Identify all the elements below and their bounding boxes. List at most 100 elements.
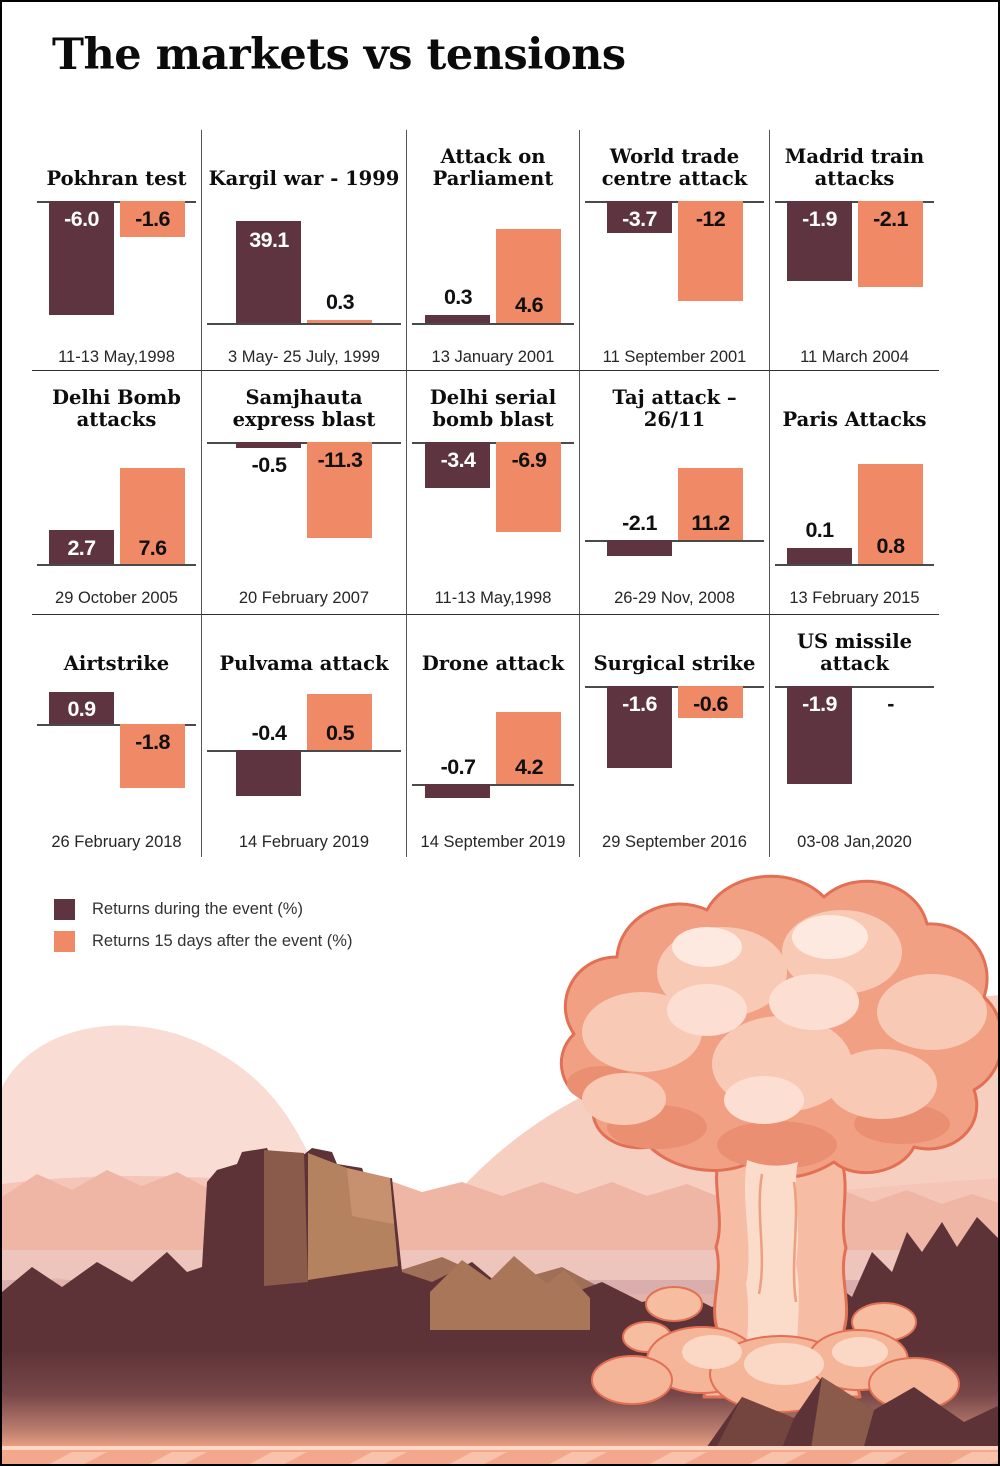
bar-after [307, 442, 372, 538]
bar-during [48, 530, 114, 564]
chart-cell-samjhauta: Samjhauta express blast -0.5 -11.3 20 Fe… [202, 370, 407, 614]
chart-cell-madrid-train: Madrid train attacks -1.9 -2.1 11 March … [770, 130, 939, 370]
event-date: 11-13 May,1998 [434, 589, 552, 607]
bar-after [677, 468, 743, 540]
zero-baseline [585, 201, 764, 203]
value-during: 39.1 [249, 228, 289, 252]
event-date: 14 September 2019 [420, 833, 566, 851]
zero-baseline [412, 784, 574, 786]
zero-baseline [585, 540, 764, 542]
zero-baseline [412, 323, 574, 325]
chart-cell-paris-attacks: Paris Attacks 0.1 0.8 13 February 2015 [770, 370, 939, 614]
chart-cell-attack-on-parliament: Attack on Parliament 0.3 4.6 13 January … [407, 130, 580, 370]
mesa-face-highlight [347, 1168, 394, 1224]
legend-row-during: Returns during the event (%) [54, 899, 352, 920]
zero-baseline [207, 442, 401, 444]
value-after: -0.6 [693, 692, 728, 716]
zero-baseline [207, 323, 401, 325]
value-during: 0.3 [443, 285, 473, 309]
cloud-shading [567, 910, 987, 1384]
event-date: 14 February 2019 [238, 833, 370, 851]
bar-after [496, 442, 561, 532]
bar-during [236, 750, 301, 796]
value-after: 4.2 [514, 755, 544, 779]
value-after: -6.9 [511, 448, 547, 472]
value-during: -6.0 [64, 207, 99, 231]
legend: Returns during the event (%) Returns 15 … [54, 899, 352, 963]
value-during: -1.9 [802, 207, 837, 231]
event-date: 26-29 Nov, 2008 [614, 589, 735, 607]
chart-cell-delhi-bomb: Delhi Bomb attacks 2.7 7.6 29 October 20… [32, 370, 202, 614]
bar-after [307, 694, 372, 750]
bar-during [425, 784, 490, 798]
chart-title: Attack on Parliament [432, 145, 554, 191]
chart-cell-us-missile: US missile attack -1.9 - 03-08 Jan,2020 [770, 614, 939, 857]
value-during: -1.9 [802, 692, 837, 716]
chart-title: Samjhauta express blast [232, 386, 376, 432]
mini-bar-chart: -0.5 -11.3 [202, 436, 406, 582]
mini-bar-chart: -0.4 0.5 [202, 680, 406, 826]
value-during: 0.9 [67, 697, 96, 721]
value-during: -3.4 [440, 448, 476, 472]
bar-after [307, 320, 372, 323]
mini-bar-chart: -1.9 -2.1 [770, 195, 939, 341]
legend-swatch-after-icon [54, 931, 75, 952]
chart-title: Taj attack – 26/11 [612, 386, 737, 432]
value-during: -1.6 [622, 692, 657, 716]
legend-label-during: Returns during the event (%) [92, 899, 303, 918]
bottom-band-stripes [49, 1452, 998, 1464]
bar-during [425, 315, 490, 323]
value-after: - [887, 692, 894, 716]
chart-title: Delhi Bomb attacks [52, 386, 181, 432]
bottom-band-line [2, 1446, 998, 1450]
mini-bar-chart: 0.3 4.6 [407, 195, 579, 341]
value-during: -0.4 [251, 721, 287, 745]
bar-during [606, 201, 672, 233]
chart-cell-pokhran-test: Pokhran test -6.0 -1.6 11-13 May,1998 [32, 130, 202, 370]
bar-after [119, 201, 185, 237]
event-date: 3 May- 25 July, 1999 [228, 348, 380, 366]
chart-title: World trade centre attack [601, 145, 748, 191]
value-after: -1.8 [135, 730, 170, 754]
mini-bar-chart: -6.0 -1.6 [32, 195, 201, 341]
event-date: 03-08 Jan,2020 [797, 833, 912, 851]
chart-title: Pulvama attack [219, 652, 389, 676]
chart-cell-airstrike: Airtstrike 0.9 -1.8 26 February 2018 [32, 614, 202, 857]
value-after: 7.6 [138, 536, 167, 560]
legend-row-after: Returns 15 days after the event (%) [54, 931, 352, 952]
bar-after [857, 201, 923, 287]
bar-after [496, 712, 561, 784]
value-during: -0.7 [440, 755, 476, 779]
tan-rocks [430, 1256, 590, 1330]
bar-during [786, 686, 852, 784]
value-after: -12 [695, 207, 726, 231]
legend-swatch-during-icon [54, 899, 75, 920]
value-after: 0.5 [325, 721, 355, 745]
cloud-base-dust [591, 1286, 960, 1413]
bar-after [677, 201, 743, 301]
chart-cell-taj-attack: Taj attack – 26/11 -2.1 11.2 26-29 Nov, … [580, 370, 770, 614]
value-after: -1.6 [135, 207, 170, 231]
chart-cell-world-trade-centre: World trade centre attack -3.7 -12 11 Se… [580, 130, 770, 370]
value-during: 2.7 [67, 536, 96, 560]
bar-during [48, 692, 114, 724]
mini-bar-chart: 0.1 0.8 [770, 436, 939, 582]
bar-during [48, 201, 114, 315]
value-during: -2.1 [622, 511, 657, 535]
legend-label-after: Returns 15 days after the event (%) [92, 931, 353, 950]
chart-title: Kargil war - 1999 [208, 167, 400, 191]
event-date: 29 September 2016 [602, 833, 747, 851]
bar-after [677, 686, 743, 718]
mini-bar-chart: -3.4 -6.9 [407, 436, 579, 582]
chart-title: Delhi serial bomb blast [429, 386, 557, 432]
zero-baseline [775, 564, 934, 566]
bar-after [857, 464, 923, 564]
zero-baseline [412, 442, 574, 444]
event-date: 11-13 May,1998 [58, 348, 175, 366]
bar-during [606, 686, 672, 768]
zero-baseline [37, 564, 196, 566]
bar-during [236, 442, 301, 448]
mini-bar-chart: 2.7 7.6 [32, 436, 201, 582]
value-after: 0.8 [876, 534, 905, 558]
